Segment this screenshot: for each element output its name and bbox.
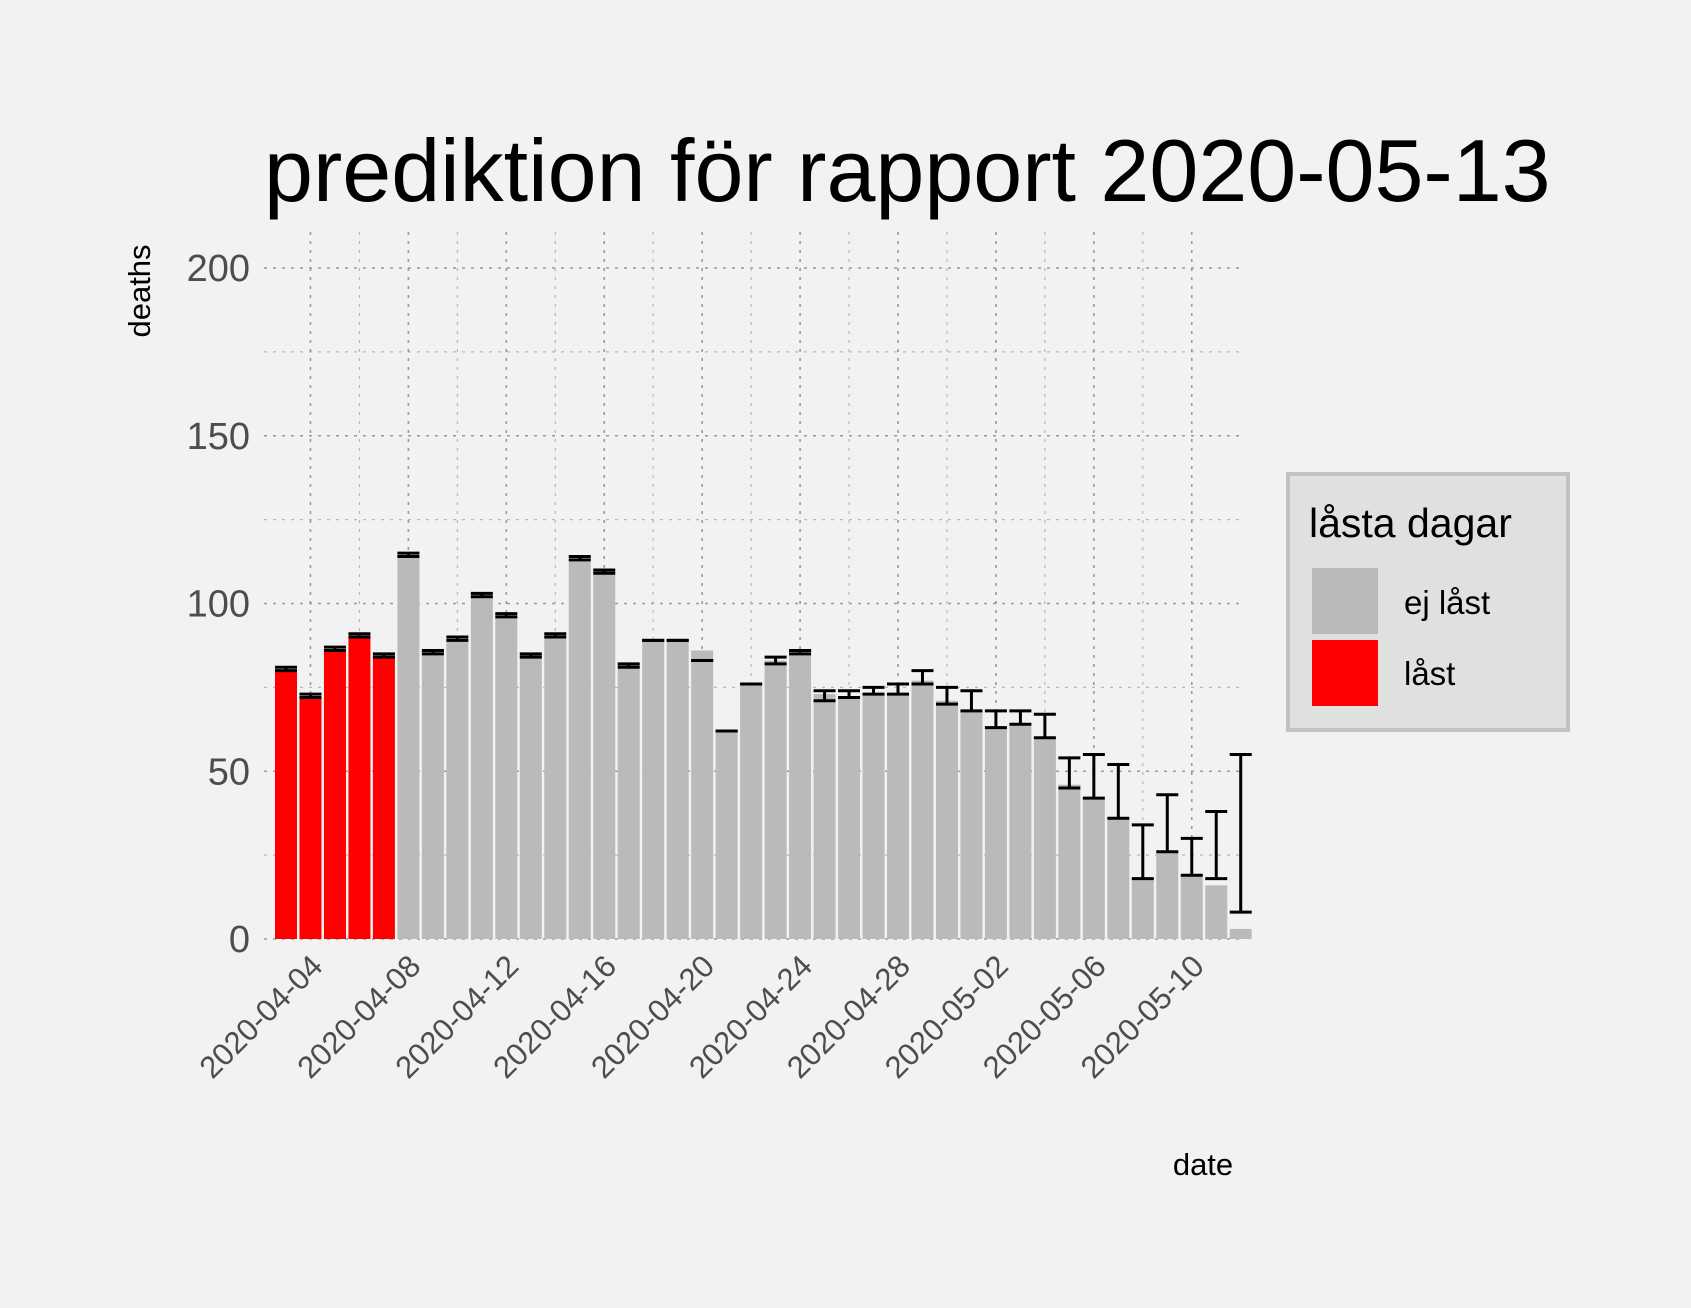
bar-2020-04-08 <box>397 556 420 939</box>
y-tick-label-200: 200 <box>187 248 250 290</box>
bar-2020-04-05 <box>323 650 346 939</box>
bar-2020-04-04 <box>299 697 322 939</box>
bar-2020-04-12 <box>495 616 518 939</box>
x-axis-ticks: 2020-04-042020-04-082020-04-122020-04-16… <box>193 948 1211 1085</box>
bar-2020-04-06 <box>348 637 371 939</box>
bar-2020-04-15 <box>568 559 591 939</box>
bar-2020-04-09 <box>421 650 444 939</box>
bar-2020-04-26 <box>838 697 861 939</box>
bar-2020-04-28 <box>887 694 909 939</box>
y-tick-label-150: 150 <box>187 416 250 458</box>
bar-2020-04-14 <box>544 637 567 939</box>
bar-2020-04-10 <box>446 640 469 939</box>
legend-swatch-last <box>1312 640 1378 706</box>
bar-2020-04-27 <box>862 694 885 939</box>
bar-2020-05-05 <box>1058 784 1081 939</box>
x-axis-title: date <box>1173 1147 1233 1182</box>
bar-2020-04-23 <box>764 660 787 939</box>
bar-2020-04-30 <box>935 700 958 939</box>
chart-title: prediktion för rapport 2020-05-13 <box>264 121 1551 220</box>
y-axis-title: deaths <box>122 244 157 337</box>
y-tick-label-0: 0 <box>229 919 250 961</box>
bar-2020-04-20 <box>691 650 714 939</box>
bar-2020-04-25 <box>813 694 836 939</box>
bar-2020-05-06 <box>1082 798 1105 939</box>
bar-2020-04-18 <box>642 640 665 939</box>
bar-2020-05-10 <box>1180 875 1203 939</box>
error-bars-layer <box>275 551 1252 914</box>
bar-2020-05-12 <box>1229 928 1252 939</box>
bar-2020-04-07 <box>372 657 395 939</box>
bar-2020-04-29 <box>911 680 934 939</box>
bar-2020-04-16 <box>593 569 616 939</box>
legend-title: låsta dagar <box>1309 500 1512 546</box>
legend-swatch-ej-last <box>1312 568 1378 634</box>
y-tick-label-50: 50 <box>208 751 250 793</box>
bar-2020-05-07 <box>1107 818 1130 939</box>
y-tick-label-100: 100 <box>187 584 250 626</box>
bar-2020-04-21 <box>715 730 738 939</box>
bar-2020-04-03 <box>275 670 297 939</box>
legend-label-ej-last: ej låst <box>1404 584 1490 621</box>
bar-2020-05-02 <box>984 727 1007 939</box>
bar-2020-04-11 <box>470 593 493 939</box>
legend-label-last: låst <box>1404 655 1455 692</box>
bar-2020-05-01 <box>960 710 983 939</box>
bar-2020-05-11 <box>1205 885 1228 939</box>
bar-2020-04-22 <box>740 684 763 939</box>
bar-2020-04-24 <box>789 650 812 939</box>
bar-2020-05-03 <box>1009 724 1032 939</box>
bar-2020-04-19 <box>666 640 689 939</box>
bars-layer <box>275 556 1252 939</box>
grid-lines <box>264 232 1240 940</box>
bar-2020-05-09 <box>1156 851 1179 939</box>
bar-2020-04-17 <box>617 663 640 939</box>
bar-2020-05-08 <box>1131 878 1154 939</box>
legend: låsta dagar ej låst låst <box>1286 472 1570 732</box>
bar-2020-05-04 <box>1033 737 1056 939</box>
y-axis-ticks: 0 50 100 150 200 <box>187 248 250 961</box>
bar-2020-04-13 <box>519 653 542 939</box>
